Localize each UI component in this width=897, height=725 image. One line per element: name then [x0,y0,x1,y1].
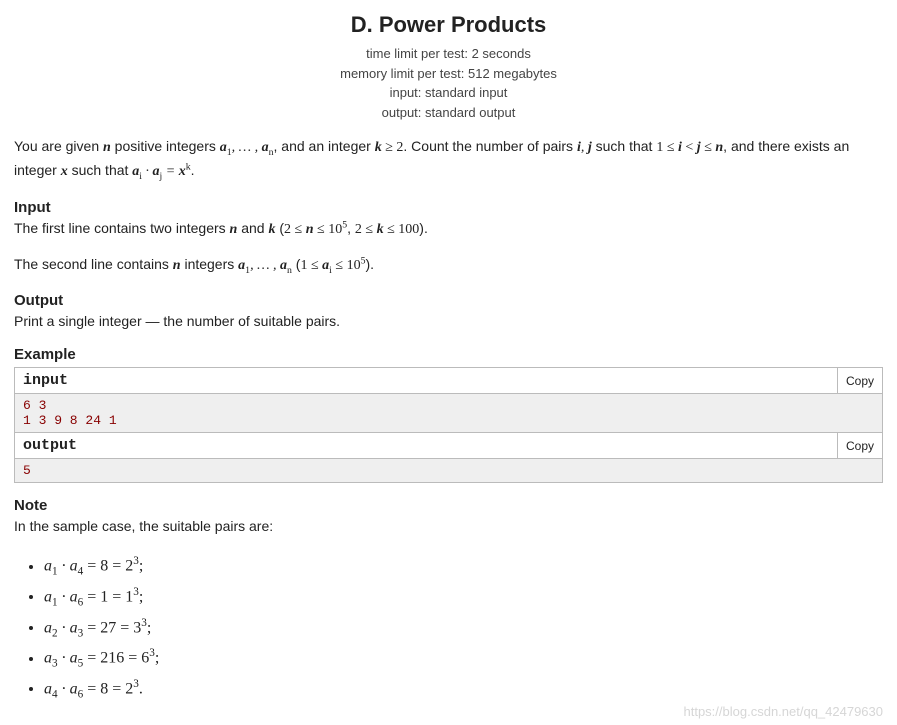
input-label: input [23,372,68,389]
note-item: a4 · a6 = 8 = 23. [44,674,883,705]
note-intro: In the sample case, the suitable pairs a… [14,516,883,537]
example-table: input Copy 6 3 1 3 9 8 24 1 output Copy … [14,367,883,483]
input-heading: Input [14,199,883,216]
example-heading: Example [14,346,883,363]
note-item: a3 · a5 = 216 = 63; [44,643,883,674]
output-label: output [23,437,77,454]
example-input: 6 3 1 3 9 8 24 1 [15,394,883,433]
input-spec: input: standard input [14,83,883,103]
note-item: a1 · a4 = 8 = 23; [44,551,883,582]
problem-statement: You are given n positive integers a1, … … [14,136,883,185]
output-text: Print a single integer — the number of s… [14,311,883,332]
note-list: a1 · a4 = 8 = 23;a1 · a6 = 1 = 13;a2 · a… [26,551,883,704]
input-line1: The first line contains two integers n a… [14,218,883,240]
watermark: https://blog.csdn.net/qq_42479630 [684,704,884,719]
example-output: 5 [15,459,883,483]
problem-title: D. Power Products [14,12,883,38]
problem-meta: time limit per test: 2 seconds memory li… [14,44,883,122]
time-limit: time limit per test: 2 seconds [14,44,883,64]
memory-limit: memory limit per test: 512 megabytes [14,64,883,84]
output-spec: output: standard output [14,103,883,123]
input-line2: The second line contains n integers a1, … [14,254,883,278]
note-item: a2 · a3 = 27 = 33; [44,613,883,644]
copy-output-button[interactable]: Copy [837,432,883,459]
note-heading: Note [14,497,883,514]
output-heading: Output [14,292,883,309]
note-item: a1 · a6 = 1 = 13; [44,582,883,613]
copy-input-button[interactable]: Copy [837,367,883,394]
